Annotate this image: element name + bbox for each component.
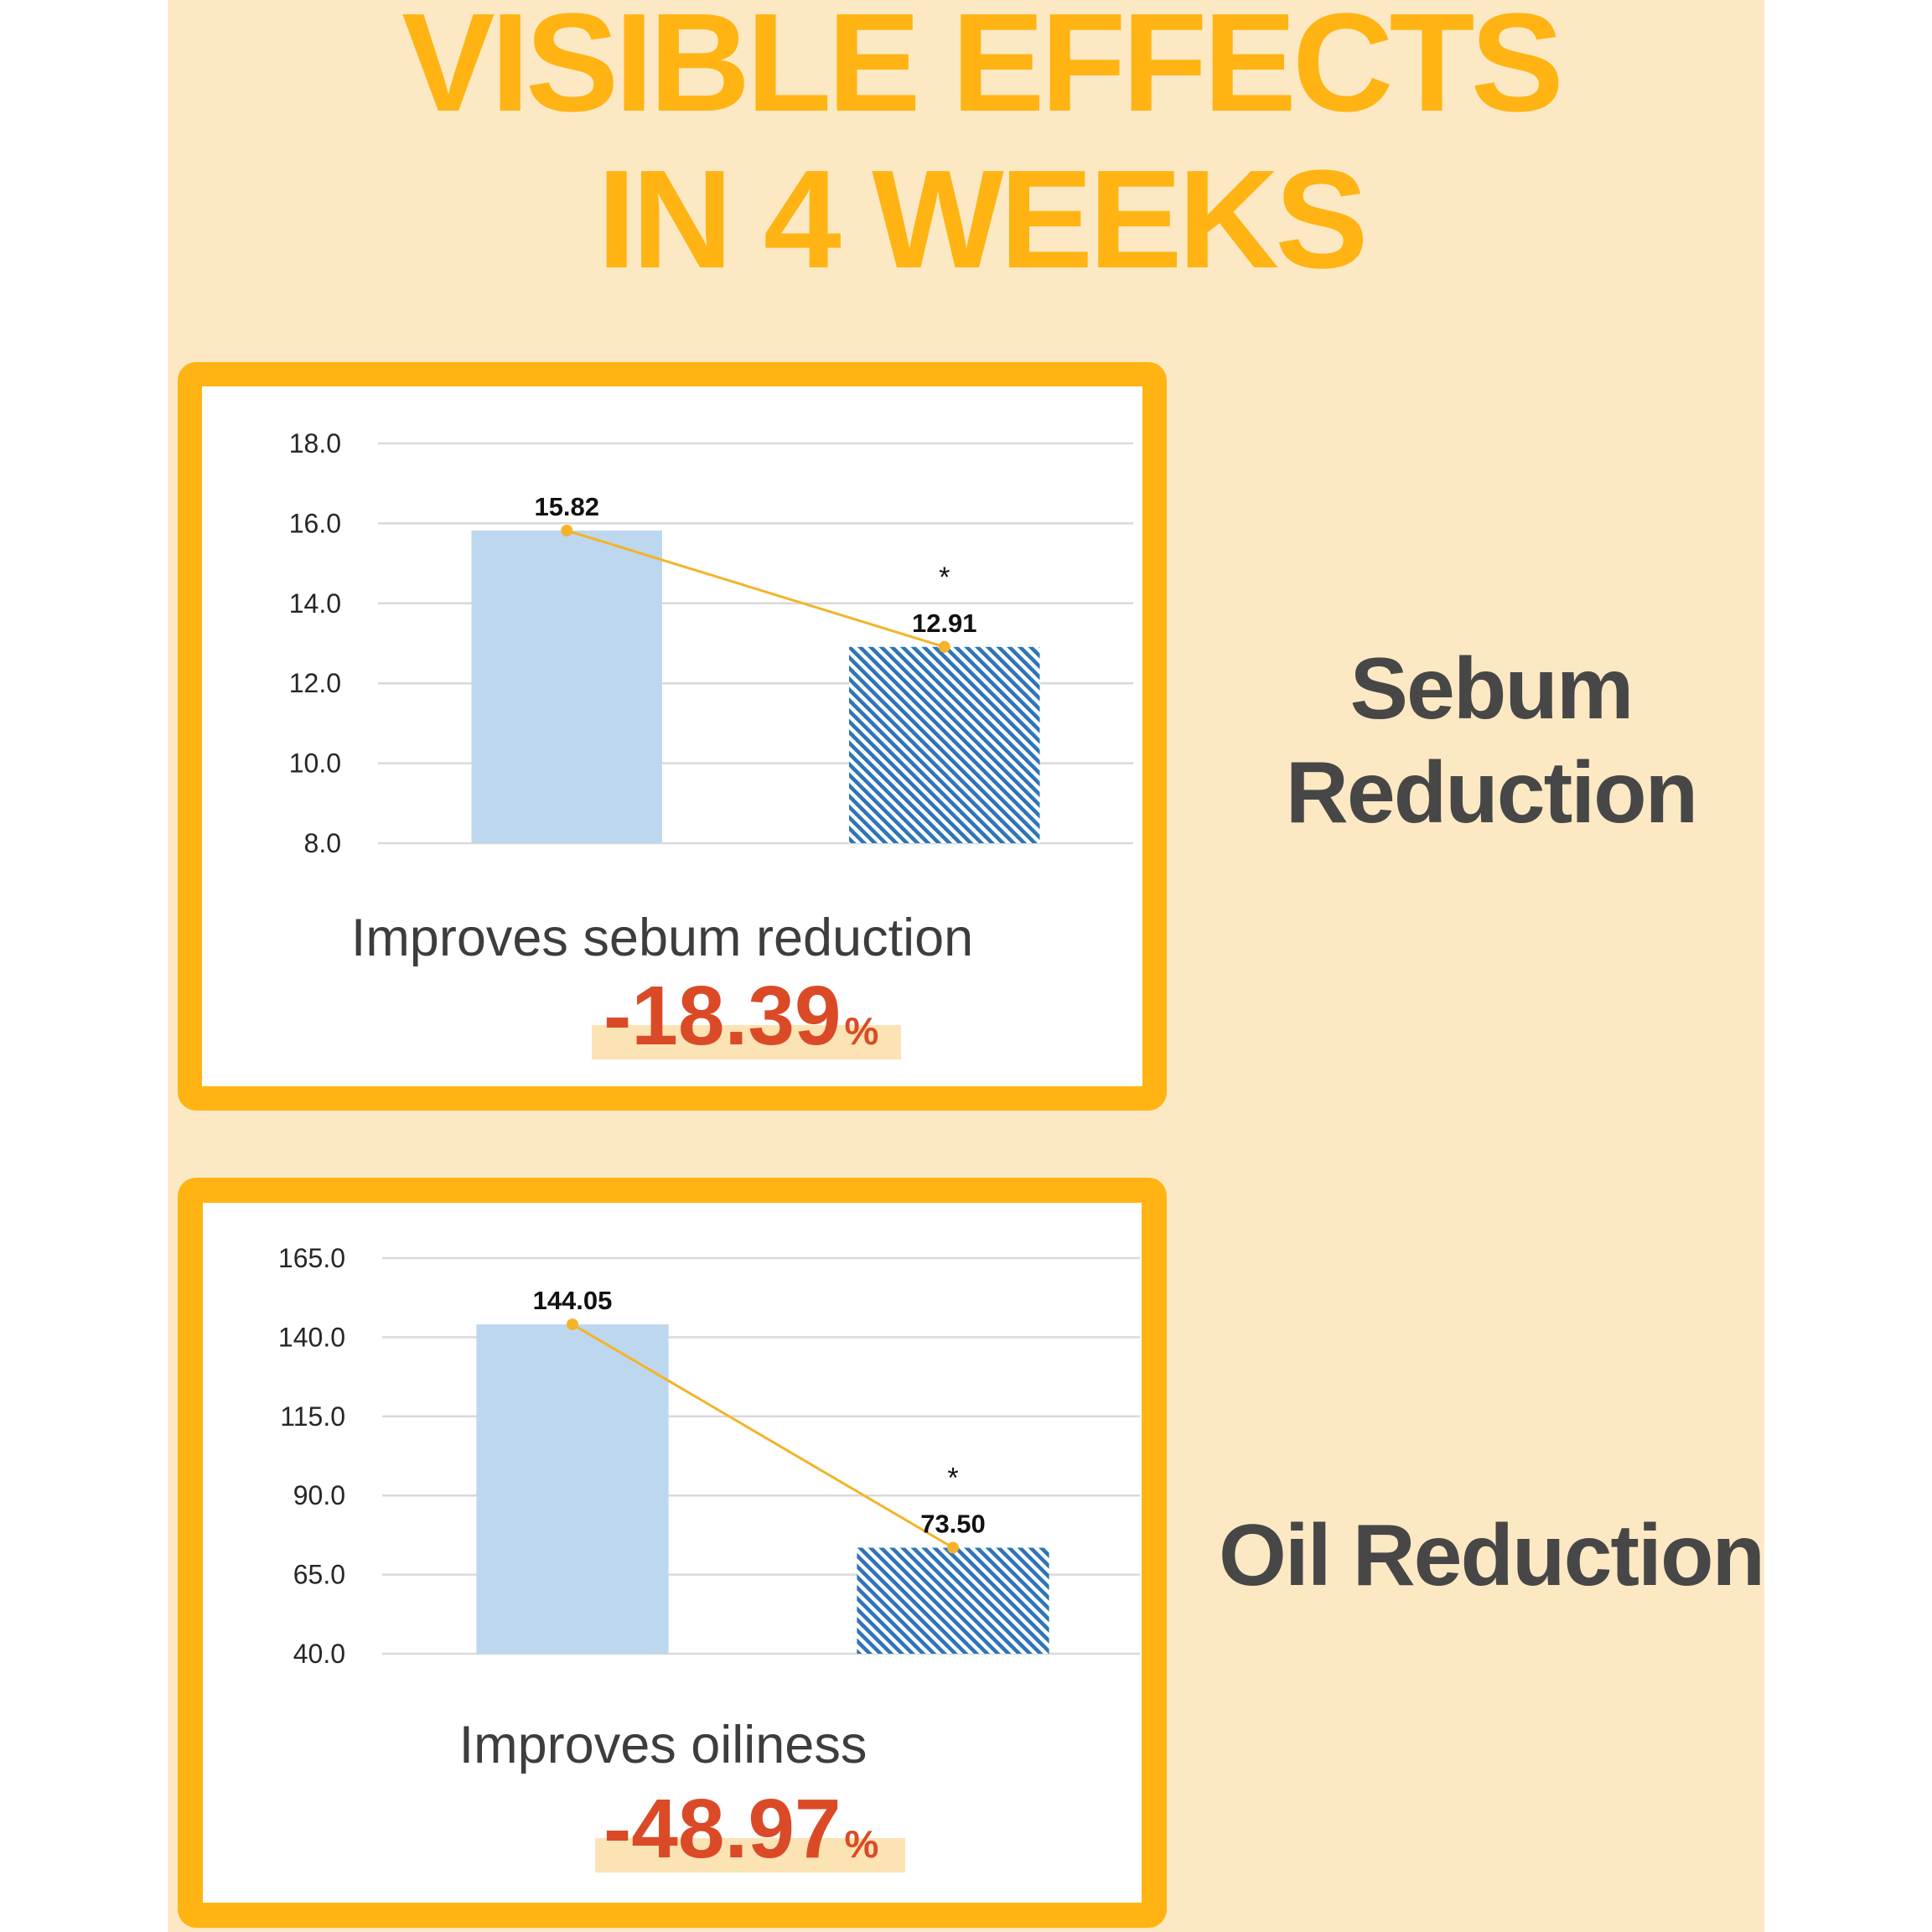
- y-tick-label: 115.0: [280, 1401, 345, 1432]
- y-tick-label: 10.0: [289, 748, 341, 779]
- value-label: 12.91: [912, 609, 977, 638]
- bar-after-hatched: [848, 646, 1040, 843]
- bar-after-hatched: [857, 1547, 1049, 1654]
- sebum-chart-card: 8.0 10.0 12.0 14.0 16.0 18.0 15.82 12.91 * Impro…: [178, 362, 1167, 1111]
- y-tick-label: 14.0: [289, 588, 341, 619]
- sebum-bar-chart: 8.0 10.0 12.0 14.0 16.0 18.0 15.82 12.91 *: [289, 428, 1133, 858]
- trend-line: [566, 529, 945, 649]
- title-line-2: IN 4 WEEKS: [597, 142, 1368, 298]
- value-label: 73.50: [920, 1510, 986, 1539]
- oil-change-unit: %: [844, 1822, 879, 1866]
- y-tick-label: 16.0: [289, 508, 341, 538]
- trend-point: [561, 524, 573, 536]
- y-tick-label: 65.0: [293, 1560, 345, 1590]
- y-tick-label: 40.0: [293, 1639, 345, 1669]
- value-label: 15.82: [534, 492, 599, 521]
- trend-point: [947, 1541, 959, 1554]
- oil-reduction-heading: Oil Reduction: [1206, 1504, 1776, 1608]
- trend-line: [572, 1323, 954, 1549]
- significance-marker: *: [939, 562, 950, 593]
- value-label: 144.05: [533, 1286, 613, 1315]
- oil-change-number: -48.97: [603, 1782, 842, 1876]
- oil-chart-card: 40.0 65.0 90.0 115.0 140.0 165.0 144.05 73.50 * …: [178, 1178, 1167, 1928]
- sebum-heading-line-1: Sebum: [1349, 640, 1634, 738]
- trend-point: [938, 640, 950, 653]
- sebum-change-unit: %: [844, 1009, 879, 1053]
- trend-point: [567, 1318, 578, 1331]
- sebum-caption: Improves sebum reduction: [350, 909, 974, 967]
- sebum-change-value: -18.39%: [603, 974, 878, 1073]
- sebum-change-highlight: [592, 1025, 901, 1059]
- bar-before: [471, 530, 663, 843]
- sebum-heading-line-2: Reduction: [1285, 744, 1698, 842]
- bar-before: [476, 1324, 669, 1654]
- oil-bar-chart: 40.0 65.0 90.0 115.0 140.0 165.0 144.05 73.50 *: [278, 1243, 1140, 1669]
- oil-caption: Improves oiliness: [458, 1716, 868, 1774]
- oil-change-highlight: [595, 1838, 905, 1872]
- y-tick-label: 18.0: [289, 428, 341, 458]
- y-tick-label: 90.0: [293, 1480, 345, 1510]
- y-tick-label: 12.0: [289, 668, 341, 698]
- significance-marker: *: [947, 1463, 958, 1494]
- oil-change-value: -48.97%: [603, 1787, 878, 1886]
- y-tick-label: 8.0: [304, 828, 341, 858]
- sebum-reduction-heading: Sebum Reduction: [1240, 637, 1743, 845]
- y-tick-label: 165.0: [278, 1243, 345, 1273]
- oil-heading-line-1: Oil Reduction: [1219, 1507, 1765, 1604]
- title-line-1: VISIBLE EFFECTS: [401, 0, 1564, 141]
- y-tick-label: 140.0: [278, 1322, 345, 1352]
- sebum-change-number: -18.39: [603, 969, 842, 1063]
